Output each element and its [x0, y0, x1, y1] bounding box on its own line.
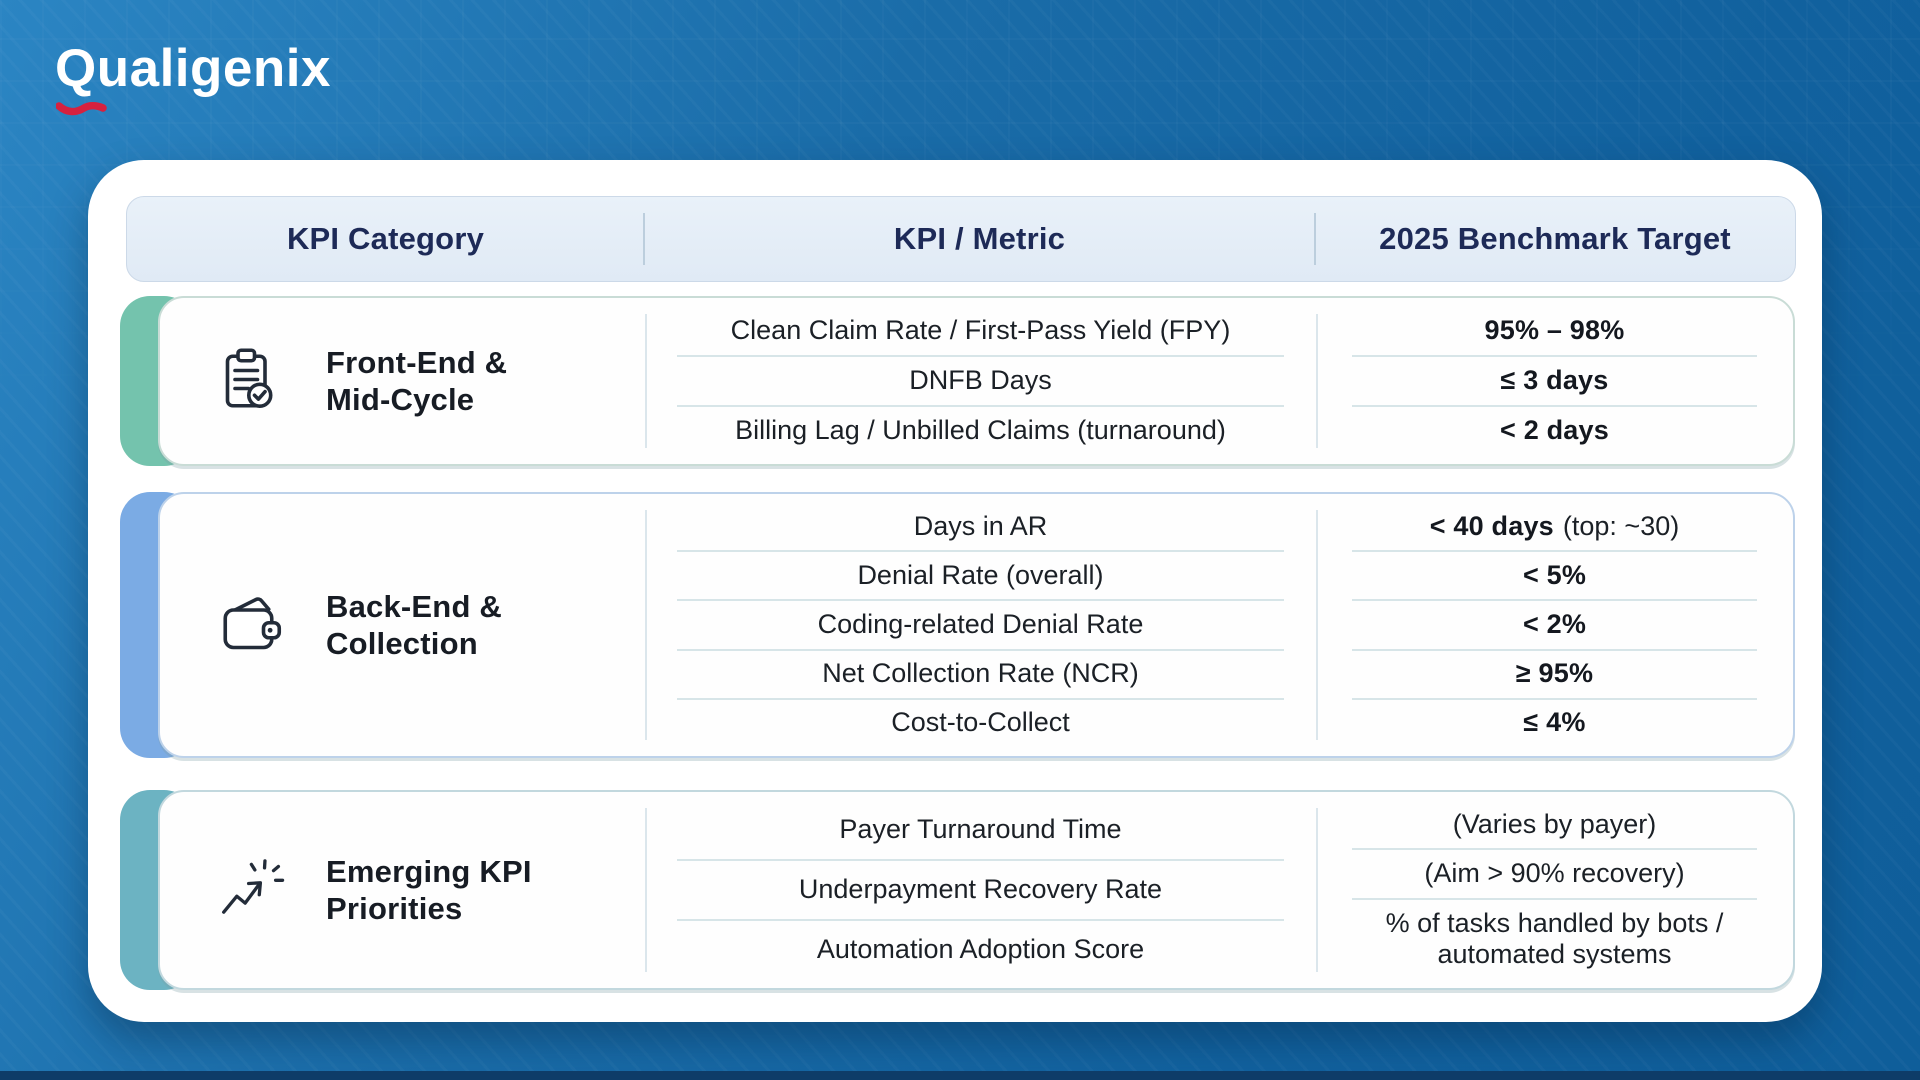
category-label: Front-End & Mid-Cycle [326, 344, 508, 417]
logo: Qualigenix [55, 38, 331, 116]
table-body: Front-End & Mid-Cycle Clean Claim Rate /… [120, 296, 1795, 990]
metric-column: Payer Turnaround Time Underpayment Recov… [645, 792, 1316, 988]
metric-cell: Automation Adoption Score [816, 934, 1145, 965]
table-header: KPI Category KPI / Metric 2025 Benchmark… [126, 196, 1796, 282]
target-cell: < 2 days [1500, 415, 1609, 446]
metric-cell: Days in AR [677, 503, 1284, 553]
target-cell: % of tasks handled by bots / automated s… [1385, 907, 1724, 970]
metric-cell: Cost-to-Collect [891, 707, 1070, 738]
category-cell: Back-End & Collection [160, 494, 645, 756]
target-cell: 95% – 98% [1352, 307, 1757, 357]
target-column: (Varies by payer) (Aim > 90% recovery) %… [1316, 792, 1793, 988]
bottom-accent-strip [0, 1071, 1920, 1080]
category-label: Emerging KPI Priorities [326, 853, 532, 926]
clipboard-check-icon [214, 345, 286, 417]
target-cell: ≥ 95% [1352, 651, 1757, 700]
metric-cell: Underpayment Recovery Rate [677, 861, 1284, 921]
metric-cell: Payer Turnaround Time [677, 801, 1284, 861]
target-cell: < 2% [1352, 601, 1757, 651]
metric-column: Days in AR Denial Rate (overall) Coding-… [645, 494, 1316, 756]
header-kpi-metric: KPI / Metric [643, 197, 1315, 281]
category-label: Back-End & Collection [326, 588, 502, 661]
target-cell: < 5% [1352, 552, 1757, 602]
metric-cell: Denial Rate (overall) [677, 552, 1284, 602]
wallet-icon [214, 589, 286, 661]
metric-cell: Billing Lag / Unbilled Claims (turnaroun… [735, 415, 1226, 446]
category-cell: Emerging KPI Priorities [160, 792, 645, 988]
logo-swoosh-icon [56, 102, 107, 116]
kpi-group-card: Front-End & Mid-Cycle Clean Claim Rate /… [158, 296, 1795, 466]
target-column: < 40 days (top: ~30) < 5% < 2% ≥ 95% ≤ 4% [1316, 494, 1793, 756]
metric-cell: Clean Claim Rate / First-Pass Yield (FPY… [677, 307, 1284, 357]
metric-cell: Coding-related Denial Rate [677, 601, 1284, 651]
target-column: 95% – 98% ≤ 3 days < 2 days [1316, 298, 1793, 464]
logo-text: Qualigenix [55, 39, 331, 98]
metric-cell: Net Collection Rate (NCR) [677, 651, 1284, 700]
header-kpi-category: KPI Category [286, 221, 485, 256]
kpi-group-card: Back-End & Collection Days in AR Denial … [158, 492, 1795, 758]
trending-arrow-icon [214, 854, 286, 926]
kpi-group-row: Back-End & Collection Days in AR Denial … [120, 492, 1795, 758]
kpi-group-row: Emerging KPI Priorities Payer Turnaround… [120, 790, 1795, 990]
metric-column: Clean Claim Rate / First-Pass Yield (FPY… [645, 298, 1316, 464]
category-cell: Front-End & Mid-Cycle [160, 298, 645, 464]
target-cell: ≤ 3 days [1352, 357, 1757, 407]
metric-cell: DNFB Days [677, 357, 1284, 407]
header-benchmark-target: 2025 Benchmark Target [1314, 197, 1795, 281]
target-cell: ≤ 4% [1523, 707, 1586, 738]
target-cell: < 40 days (top: ~30) [1352, 503, 1757, 553]
target-cell: (Aim > 90% recovery) [1352, 850, 1757, 900]
kpi-group-row: Front-End & Mid-Cycle Clean Claim Rate /… [120, 296, 1795, 466]
target-cell: (Varies by payer) [1352, 801, 1757, 851]
kpi-table-card: KPI Category KPI / Metric 2025 Benchmark… [88, 160, 1822, 1022]
kpi-group-card: Emerging KPI Priorities Payer Turnaround… [158, 790, 1795, 990]
